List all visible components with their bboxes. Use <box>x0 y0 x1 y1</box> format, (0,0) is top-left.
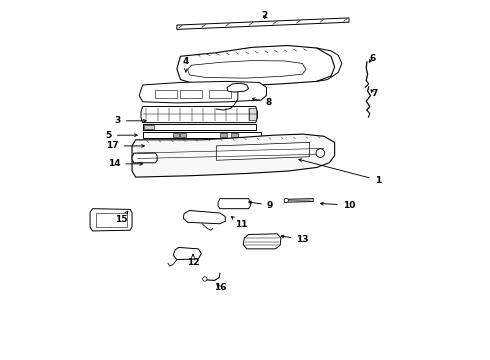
Polygon shape <box>180 90 202 98</box>
Polygon shape <box>144 126 153 129</box>
Polygon shape <box>209 90 231 98</box>
Polygon shape <box>90 209 132 231</box>
Text: 3: 3 <box>115 116 146 125</box>
Polygon shape <box>173 133 179 137</box>
Text: 10: 10 <box>320 201 355 210</box>
Text: 5: 5 <box>106 131 137 140</box>
Circle shape <box>203 277 207 281</box>
Polygon shape <box>141 107 258 123</box>
Polygon shape <box>285 199 313 202</box>
Polygon shape <box>180 133 186 137</box>
Polygon shape <box>227 83 248 92</box>
Text: 12: 12 <box>187 255 199 267</box>
Text: 8: 8 <box>252 98 271 107</box>
Polygon shape <box>231 133 238 137</box>
Polygon shape <box>143 132 261 138</box>
Polygon shape <box>188 60 306 78</box>
Polygon shape <box>218 199 250 209</box>
Text: 16: 16 <box>214 283 226 292</box>
Text: 14: 14 <box>108 159 143 168</box>
Polygon shape <box>243 234 281 249</box>
Text: 6: 6 <box>369 54 375 63</box>
Polygon shape <box>139 81 267 103</box>
Text: 13: 13 <box>281 235 309 244</box>
Polygon shape <box>143 125 256 130</box>
Polygon shape <box>155 90 177 98</box>
Polygon shape <box>216 142 310 160</box>
Polygon shape <box>177 45 335 86</box>
Polygon shape <box>96 213 126 227</box>
Text: 4: 4 <box>183 57 189 72</box>
Polygon shape <box>132 153 157 163</box>
Polygon shape <box>248 108 256 121</box>
Circle shape <box>316 149 324 157</box>
Text: 11: 11 <box>231 216 247 229</box>
Polygon shape <box>177 18 349 30</box>
Text: 7: 7 <box>371 89 377 98</box>
Polygon shape <box>132 134 335 177</box>
Polygon shape <box>183 211 225 224</box>
Text: 9: 9 <box>249 201 273 210</box>
Circle shape <box>284 198 289 203</box>
Text: 15: 15 <box>115 211 128 224</box>
Text: 2: 2 <box>262 10 268 19</box>
Text: 1: 1 <box>299 159 381 185</box>
Polygon shape <box>173 247 201 260</box>
Text: 17: 17 <box>106 141 145 150</box>
Polygon shape <box>220 133 227 137</box>
